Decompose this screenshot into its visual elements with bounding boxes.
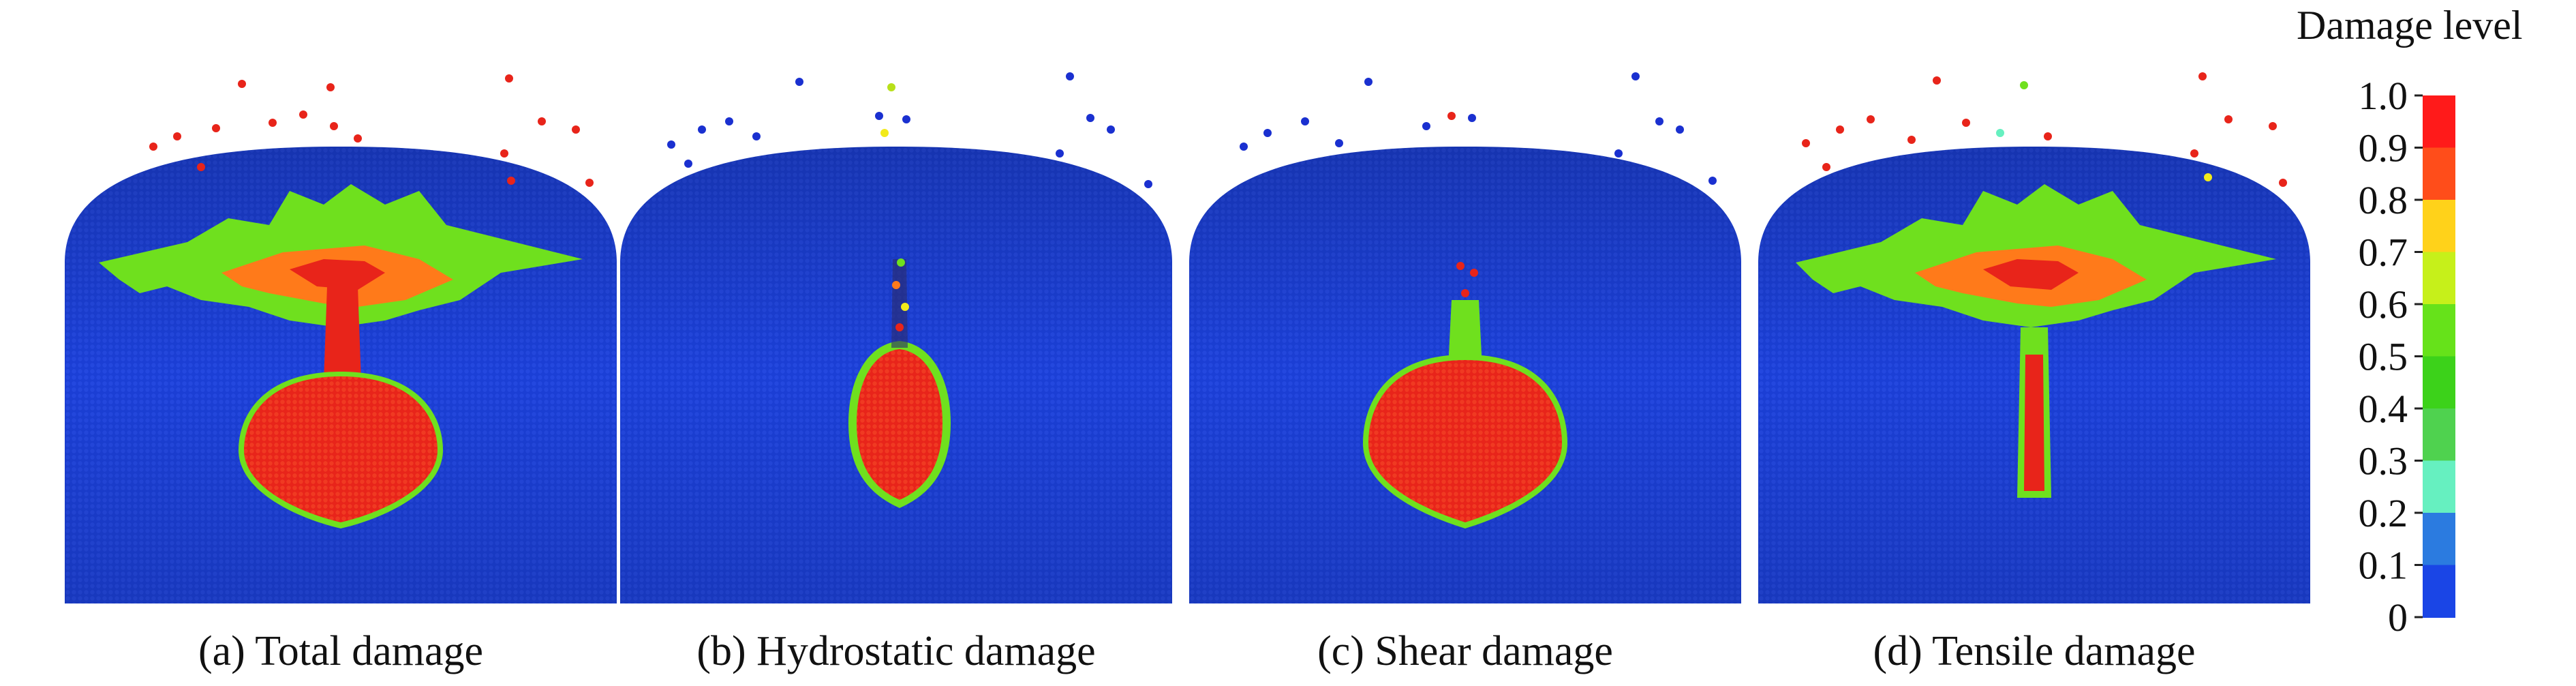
crushed-zone-red bbox=[1368, 360, 1562, 522]
legend-tick-label: 0.5 bbox=[2359, 335, 2408, 379]
legend-tick-label: 0.1 bbox=[2359, 543, 2408, 588]
legend-tick-label: 0.4 bbox=[2359, 387, 2408, 431]
legend-tick-label: 0.6 bbox=[2359, 282, 2408, 327]
legend-color-segment bbox=[2423, 408, 2455, 462]
damage-zone-crown-red bbox=[1983, 259, 2079, 290]
legend-color-segment bbox=[2423, 460, 2455, 513]
legend-ticks: 1.0 0.9 0.8 0.7 0.6 0.5 0.4 0.3 0.2 0.1 0 bbox=[2359, 74, 2423, 640]
damage-zone-crown-red bbox=[290, 259, 385, 290]
tensile-crack-core bbox=[2024, 355, 2044, 491]
legend-color-segment bbox=[2423, 147, 2455, 200]
legend-tick-label: 0.9 bbox=[2359, 126, 2408, 170]
ejected-particles bbox=[667, 72, 1152, 331]
panel-tensile-damage bbox=[1758, 72, 2310, 603]
legend-tick-label: 1.0 bbox=[2359, 74, 2408, 118]
legend-tick-label: 0 bbox=[2388, 595, 2408, 640]
caption-shear-damage: (c) Shear damage bbox=[1317, 628, 1613, 674]
legend-color-segment bbox=[2423, 252, 2455, 305]
legend-title: Damage level bbox=[2297, 3, 2523, 48]
legend-color-segment bbox=[2423, 200, 2455, 253]
legend-tick-label: 0.7 bbox=[2359, 230, 2408, 275]
ejected-particles bbox=[1802, 72, 2287, 187]
legend-tick-label: 0.3 bbox=[2359, 439, 2408, 483]
panel-total-damage bbox=[65, 74, 617, 603]
legend-tick-label: 0.8 bbox=[2359, 178, 2408, 222]
panel-shear-damage bbox=[1189, 72, 1741, 603]
legend-color-segment bbox=[2423, 565, 2455, 618]
legend-tick-label: 0.2 bbox=[2359, 491, 2408, 535]
crack-column bbox=[1448, 300, 1482, 368]
legend-color-segment bbox=[2423, 356, 2455, 409]
caption-tensile-damage: (d) Tensile damage bbox=[1873, 628, 2196, 674]
crack-column bbox=[324, 286, 361, 382]
caption-hydrostatic-damage: (b) Hydrostatic damage bbox=[696, 628, 1096, 674]
crushed-zone-red bbox=[244, 376, 438, 522]
legend-color-segment bbox=[2423, 304, 2455, 357]
ejected-particles bbox=[1240, 72, 1717, 297]
legend-color-segment bbox=[2423, 513, 2455, 566]
crushed-zone-red bbox=[857, 349, 942, 500]
panel-hydrostatic-damage bbox=[620, 72, 1172, 603]
caption-total-damage: (a) Total damage bbox=[198, 628, 483, 674]
legend-color-segment bbox=[2423, 95, 2455, 149]
ejected-particles bbox=[149, 74, 594, 187]
legend-colorbar bbox=[2423, 95, 2455, 618]
color-legend: 1.0 0.9 0.8 0.7 0.6 0.5 0.4 0.3 0.2 0.1 0 bbox=[2359, 74, 2455, 640]
